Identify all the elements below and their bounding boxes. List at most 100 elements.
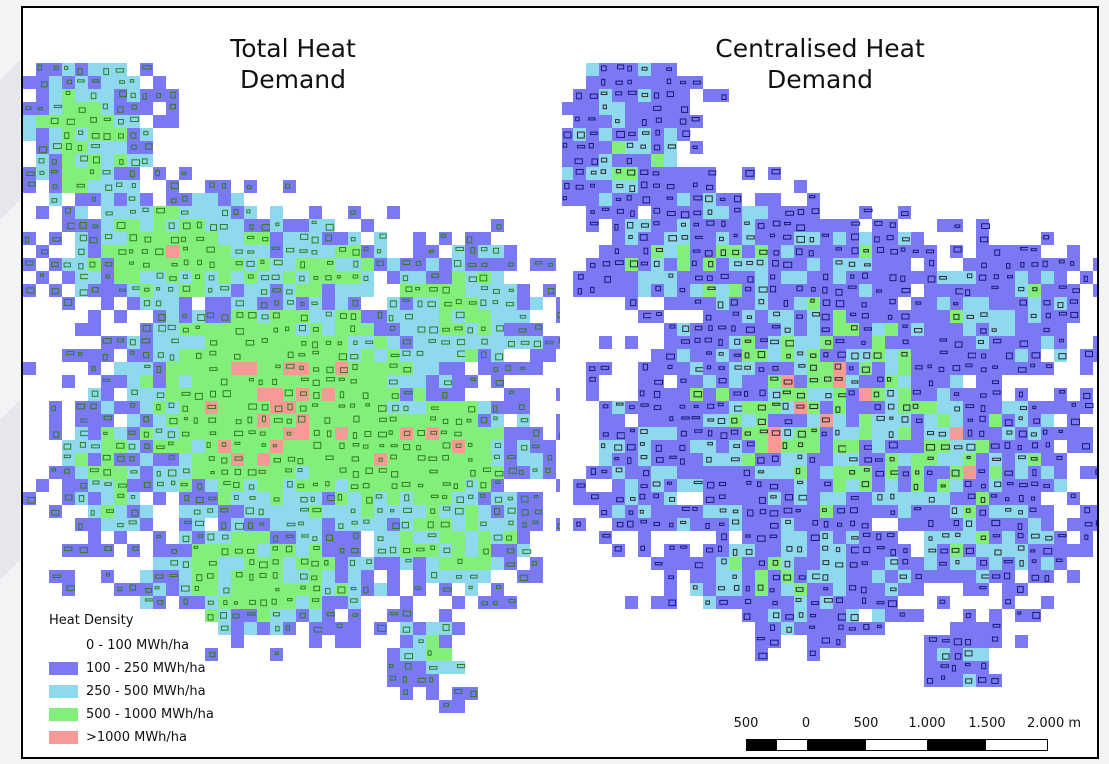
heat-cell <box>820 492 833 505</box>
heat-cell <box>911 570 924 583</box>
heat-cell <box>716 466 729 479</box>
heat-cell <box>885 219 898 232</box>
heat-cell <box>413 388 426 401</box>
building-outline <box>365 403 370 407</box>
heat-cell <box>846 336 859 349</box>
building-outline <box>390 353 400 358</box>
building-outline <box>115 68 125 73</box>
building-outline <box>91 144 101 148</box>
building-outline <box>1030 313 1037 318</box>
heat-cell <box>361 414 374 427</box>
heat-cell <box>859 375 872 388</box>
heat-cell <box>309 414 322 427</box>
building-outline <box>209 182 215 188</box>
heat-cell <box>950 622 963 635</box>
building-outline <box>417 677 426 683</box>
building-outline <box>235 419 242 425</box>
heat-cell <box>950 414 963 427</box>
heat-cell <box>140 466 153 479</box>
building-outline <box>51 198 58 203</box>
heat-cell <box>543 258 556 271</box>
building-outline <box>589 366 596 372</box>
building-outline <box>966 314 974 319</box>
building-outline <box>614 546 622 552</box>
building-outline <box>427 301 436 308</box>
heat-cell <box>1002 336 1015 349</box>
heat-cell <box>517 518 530 531</box>
building-outline <box>717 301 724 309</box>
heat-cell <box>807 219 820 232</box>
heat-cell <box>742 297 755 310</box>
heat-cell <box>846 453 859 466</box>
building-outline <box>576 92 582 100</box>
building-outline <box>785 210 794 216</box>
heat-cell <box>166 193 179 206</box>
heat-cell <box>270 518 283 531</box>
building-outline <box>835 406 841 413</box>
building-outline <box>77 351 83 356</box>
building-outline <box>1058 534 1067 538</box>
heat-cell <box>36 63 49 76</box>
heat-cell <box>612 219 625 232</box>
heat-cell <box>127 505 140 518</box>
heat-cell <box>361 219 374 232</box>
building-outline <box>717 586 725 591</box>
heat-cell <box>742 206 755 219</box>
building-outline <box>156 445 165 450</box>
heat-cell <box>75 232 88 245</box>
heat-cell <box>309 635 322 648</box>
building-outline <box>769 483 779 490</box>
building-outline <box>206 246 215 253</box>
heat-cell <box>586 115 599 128</box>
building-outline <box>601 78 606 86</box>
building-outline <box>417 326 426 333</box>
heat-cell <box>517 531 530 544</box>
building-outline <box>480 521 487 527</box>
heat-cell <box>950 336 963 349</box>
heat-cell <box>937 570 950 583</box>
heat-cell <box>192 232 205 245</box>
building-outline <box>312 367 320 372</box>
heat-cell <box>49 76 62 89</box>
heat-cell <box>465 427 478 440</box>
heat-cell <box>794 375 807 388</box>
building-outline <box>823 598 833 603</box>
heat-cell <box>1002 349 1015 362</box>
heat-cell <box>426 531 439 544</box>
heat-cell <box>335 271 348 284</box>
heat-cell <box>781 570 794 583</box>
heat-cell <box>335 232 348 245</box>
building-outline <box>627 79 632 85</box>
heat-cell <box>400 401 413 414</box>
heat-cell <box>62 102 75 115</box>
heat-cell <box>400 427 413 440</box>
heat-cell <box>166 297 179 310</box>
building-outline <box>746 441 755 447</box>
heat-cell <box>937 297 950 310</box>
heat-cell <box>36 206 49 219</box>
building-outline <box>428 339 437 343</box>
building-outline <box>415 286 421 291</box>
heat-cell <box>309 609 322 622</box>
scale-label-1: 0 <box>801 716 811 731</box>
building-outline <box>720 273 729 279</box>
heat-cell <box>599 492 612 505</box>
building-outline <box>429 677 434 683</box>
heat-cell <box>153 362 166 375</box>
building-outline <box>708 261 714 268</box>
heat-cell <box>625 206 638 219</box>
building-outline <box>118 483 127 488</box>
heat-cell <box>690 115 703 128</box>
heat-cell <box>1015 453 1028 466</box>
heat-cell <box>218 193 231 206</box>
heat-cell <box>166 349 179 362</box>
heat-cell <box>140 362 153 375</box>
building-outline <box>430 508 436 514</box>
building-outline <box>771 430 781 436</box>
building-outline <box>518 470 524 475</box>
building-outline <box>887 403 895 410</box>
building-outline <box>1006 430 1013 435</box>
building-outline <box>311 598 320 602</box>
heat-cell <box>127 518 140 531</box>
building-outline <box>519 404 525 411</box>
